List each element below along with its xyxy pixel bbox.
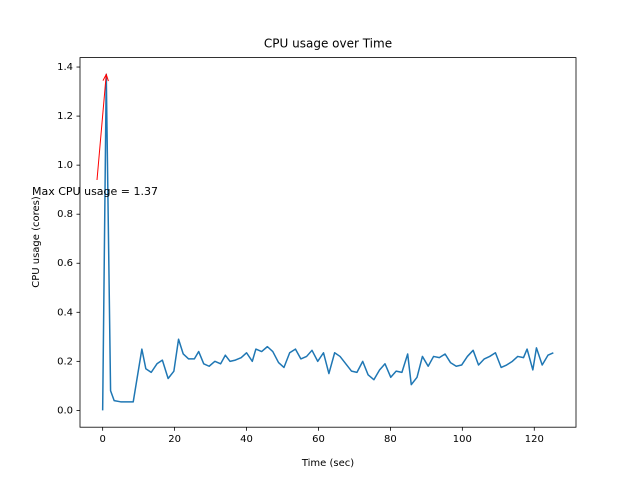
x-tick-label: 100	[453, 434, 472, 445]
y-tick-label: 0.8	[57, 209, 73, 220]
y-tick-label: 0.4	[57, 307, 73, 318]
x-tick-label: 40	[240, 434, 253, 445]
y-tick-label: 0.2	[57, 356, 73, 367]
x-tick-label: 80	[384, 434, 397, 445]
x-tick-label: 120	[525, 434, 544, 445]
y-tick-label: 0.0	[57, 405, 73, 416]
y-tick-label: 1.0	[57, 160, 73, 171]
data-line	[101, 73, 554, 411]
x-tick-label: 0	[99, 434, 105, 445]
x-tick-label: 60	[312, 434, 325, 445]
x-axis-label: Time (sec)	[301, 458, 354, 469]
y-tick-label: 1.2	[57, 111, 73, 122]
y-axis-label: CPU usage (cores)	[31, 196, 42, 288]
y-tick-label: 1.4	[57, 62, 73, 73]
annotation-text: Max CPU usage = 1.37	[32, 185, 158, 198]
plot-frame	[79, 57, 577, 428]
annotation-arrowhead	[102, 73, 109, 82]
annotation-arrow	[96, 74, 107, 181]
x-tick-label: 20	[168, 434, 181, 445]
chart-title: CPU usage over Time	[264, 37, 392, 51]
y-tick-label: 0.6	[57, 258, 73, 269]
